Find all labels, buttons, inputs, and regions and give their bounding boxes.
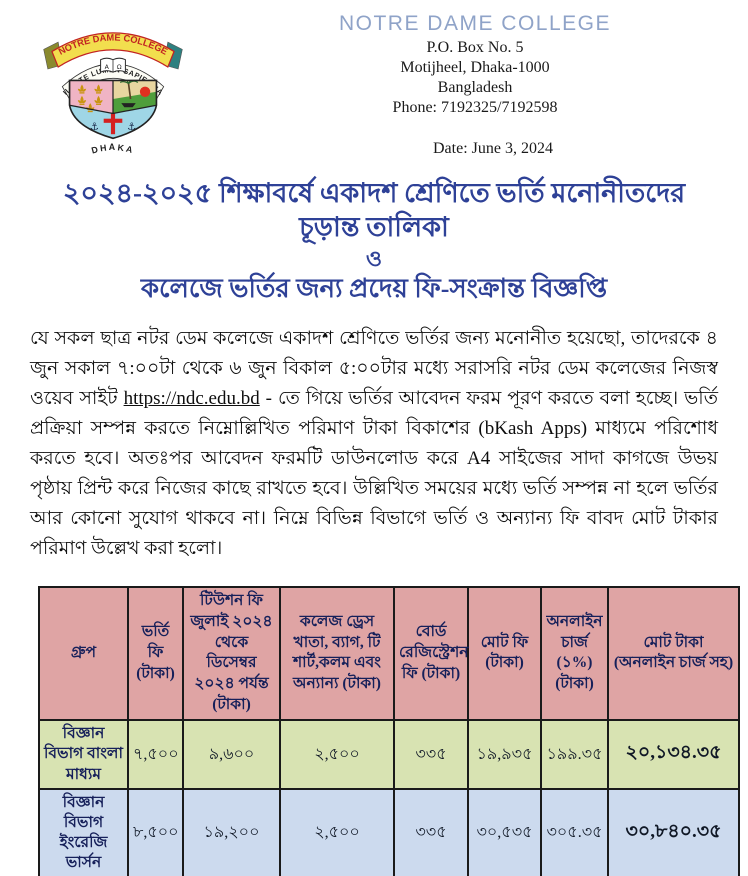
cross-icon <box>103 112 123 135</box>
col-header-group: গ্রুপ <box>38 585 129 722</box>
table-cell-total: ৩০,৮৪০.৩৫ <box>607 787 740 876</box>
address-po-box: P.O. Box No. 5 <box>426 39 524 56</box>
book-emblem: Α Ω <box>100 57 126 73</box>
col-header-dress-etc: কলেজ ড্রেস খাতা, ব্যাগ, টি শার্ট,কলম এবং… <box>279 585 395 722</box>
phone-line: Phone: 7192325/7192598 <box>392 99 558 116</box>
body-text-before-link: যে সকল ছাত্র নটর ডেম কলেজে একাদশ শ্রেণিত… <box>30 327 718 409</box>
table-row-science-english: বিজ্ঞান বিভাগ ইংরেজি ভার্সন ৮,৫০০ ১৯,২০০… <box>38 787 740 876</box>
group-cell: বিজ্ঞান বিভাগ ইংরেজি ভার্সন <box>38 787 129 876</box>
crest-svg: NOTRE DAME COLLEGE DILIGITE LUMEN SAPIEN… <box>32 1 183 156</box>
svg-text:Α: Α <box>105 64 110 71</box>
address-city: Motijheel, Dhaka-1000 <box>400 59 550 76</box>
table-cell: ২,৫০০ <box>279 719 395 790</box>
col-header-total-fee: মোট ফি (টাকা) <box>467 585 542 722</box>
table-cell: ১৯৯.৩৫ <box>540 719 609 790</box>
table-cell-total: ২০,১৩৪.৩৫ <box>607 719 740 790</box>
notice-title-line3: কলেজে ভর্তির জন্য প্রদেয় ফি-সংক্রান্ত ব… <box>140 274 608 304</box>
table-cell: ৩৩৫ <box>393 787 469 876</box>
table-cell: ৮,৫০০ <box>127 787 184 876</box>
col-header-board-registration: বোর্ড রেজিস্ট্রেশন ফি (টাকা) <box>393 585 469 722</box>
anchor-icon: ⚓ <box>90 121 99 133</box>
fee-table: গ্রুপ ভর্তি ফি (টাকা) টিউশন ফি জুলাই ২০২… <box>38 585 740 876</box>
notice-title-line1: ২০২৪-২০২৫ শিক্ষাবর্ষে একাদশ শ্রেণিতে ভর্… <box>62 178 686 242</box>
col-header-admission-fee: ভর্তি ফি (টাকা) <box>127 585 184 722</box>
banner-ribbon <box>51 32 175 68</box>
college-name: NOTRE DAME COLLEGE <box>338 12 612 35</box>
table-cell: ২,৫০০ <box>279 787 395 876</box>
body-text-after-link: - তে গিয়ে ভর্তির আবেদন ফরম পূরণ করতে বল… <box>30 387 718 559</box>
notice-body-paragraph: যে সকল ছাত্র নটর ডেম কলেজে একাদশ শ্রেণিত… <box>30 324 718 564</box>
col-header-grand-total: মোট টাকা (অনলাইন চার্জ সহ) <box>607 585 740 722</box>
fee-table-header-row: গ্রুপ ভর্তি ফি (টাকা) টিউশন ফি জুলাই ২০২… <box>38 585 740 722</box>
table-cell: ৩০,৫৩৫ <box>467 787 542 876</box>
table-cell: ১৯,৯৩৫ <box>467 719 542 790</box>
group-cell: বিজ্ঞান বিভাগ বাংলা মাধ্যম <box>38 719 129 790</box>
notice-title: ২০২৪-২০২৫ শিক্ষাবর্ষে একাদশ শ্রেণিতে ভর্… <box>30 177 718 306</box>
table-cell: ৩৩৫ <box>393 719 469 790</box>
table-cell: ৩০৫.৩৫ <box>540 787 609 876</box>
org-address-block: NOTRE DAME COLLEGE P.O. Box No. 5 Motijh… <box>192 8 718 158</box>
col-header-online-charge: অনলাইন চার্জ (১%) (টাকা) <box>540 585 609 722</box>
college-crest-logo: NOTRE DAME COLLEGE DILIGITE LUMEN SAPIEN… <box>32 1 192 163</box>
anchor-icon: ⚓ <box>127 121 136 133</box>
document-header: NOTRE DAME COLLEGE DILIGITE LUMEN SAPIEN… <box>30 1 718 163</box>
table-row-science-bangla: বিজ্ঞান বিভাগ বাংলা মাধ্যম ৭,৫০০ ৯,৬০০ ২… <box>38 719 740 790</box>
date-line: Date: June 3, 2024 <box>433 140 553 157</box>
college-website-link[interactable]: https://ndc.edu.bd <box>123 387 260 409</box>
crest-city-text: DHAKA <box>90 142 136 155</box>
notice-title-line2: ও <box>365 245 383 271</box>
svg-text:Ω: Ω <box>117 64 122 71</box>
shield: ⚓ ⚓ <box>68 79 158 140</box>
table-cell: ১৯,২০০ <box>182 787 281 876</box>
col-header-tuition-fee: টিউশন ফি জুলাই ২০২৪ থেকে ডিসেম্বর ২০২৪ প… <box>182 585 281 722</box>
table-cell: ৯,৬০০ <box>182 719 281 790</box>
address-country: Bangladesh <box>437 79 513 96</box>
table-cell: ৭,৫০০ <box>127 719 184 790</box>
